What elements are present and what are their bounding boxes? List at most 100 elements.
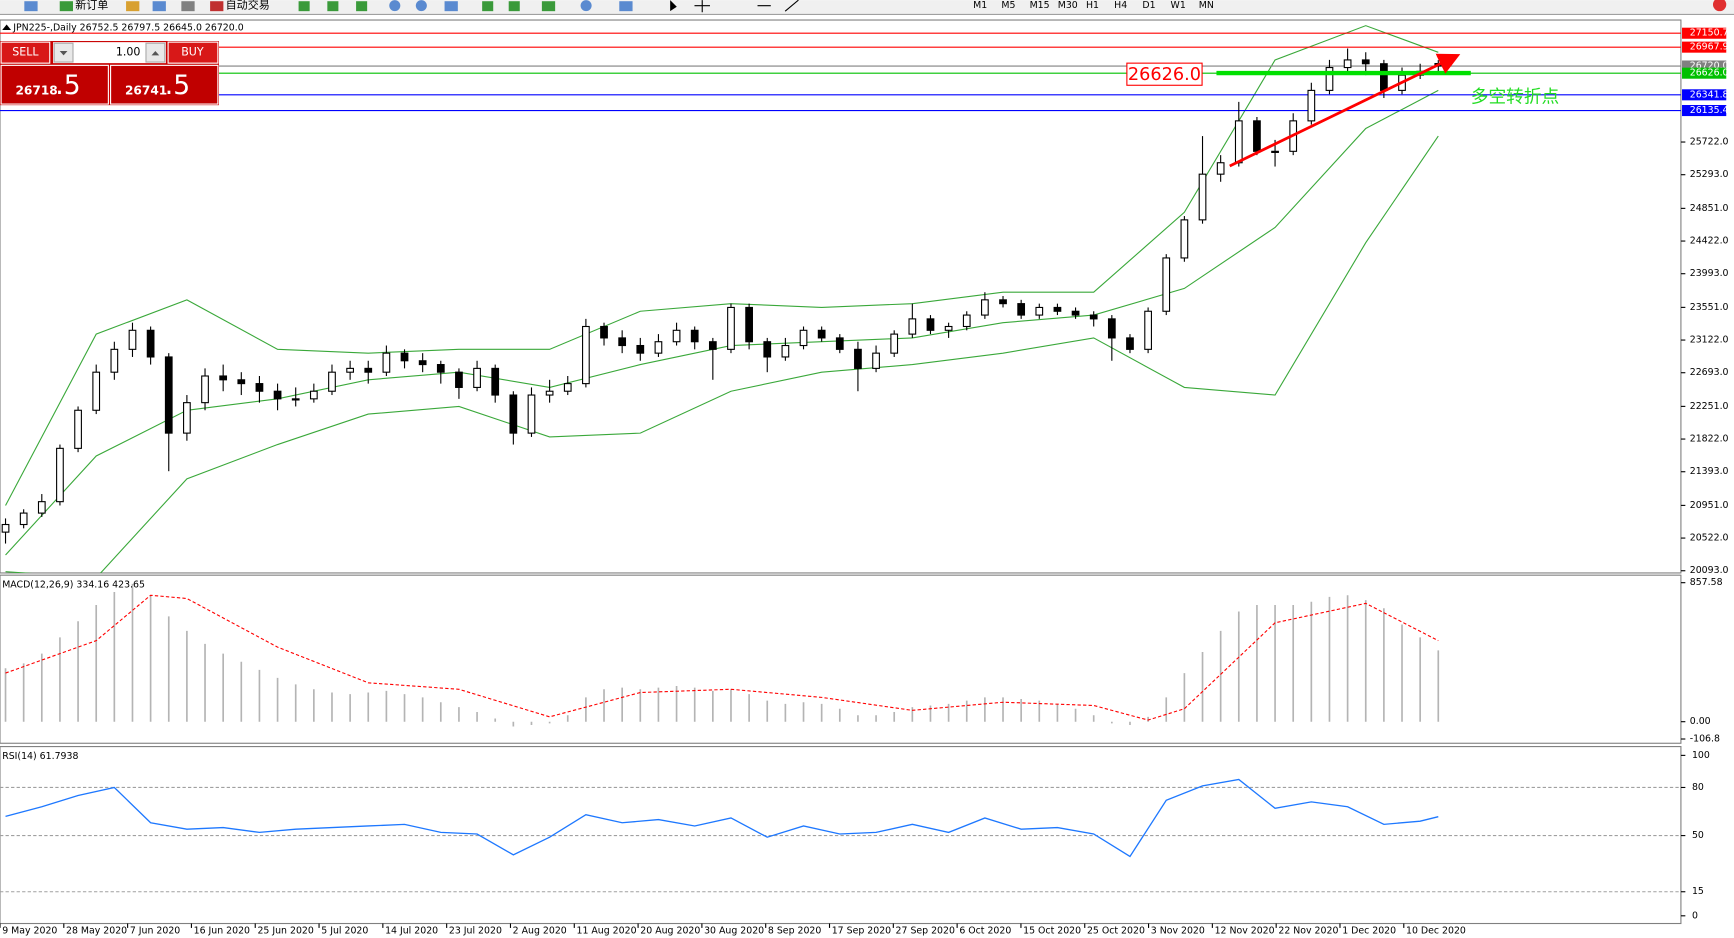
x-tick-label: 12 Nov 2020 xyxy=(1215,926,1275,937)
candle-body xyxy=(92,371,101,411)
candle-body xyxy=(672,329,681,343)
candle-body xyxy=(473,367,481,388)
macd-title: MACD(12,26,9) 334.16 423.65 xyxy=(2,580,145,591)
sell-price-box[interactable] xyxy=(0,64,109,105)
icon[interactable] xyxy=(152,1,166,12)
candle-body xyxy=(835,337,844,350)
x-tick-label: 17 Sep 2020 xyxy=(832,926,891,937)
price-line-tag xyxy=(1682,89,1727,101)
icon[interactable] xyxy=(580,0,592,12)
y-tick-label: 0.00 xyxy=(1690,716,1711,727)
icon[interactable] xyxy=(444,1,458,12)
x-tick-label: 11 Aug 2020 xyxy=(576,926,636,937)
icon[interactable] xyxy=(482,1,494,12)
candle-body xyxy=(237,379,246,385)
timeframe-button[interactable]: D1 xyxy=(1142,0,1155,11)
candle-body xyxy=(582,325,590,385)
x-tick-label: 7 Jun 2020 xyxy=(130,926,180,937)
x-tick-label: 2 Aug 2020 xyxy=(513,926,567,937)
candle-body xyxy=(309,390,318,400)
sell-label[interactable]: SELL xyxy=(12,46,39,59)
icon xyxy=(151,50,160,56)
timeframe-button[interactable]: M30 xyxy=(1058,0,1078,11)
buy-price-box[interactable] xyxy=(110,64,219,105)
candle-body xyxy=(745,306,753,343)
icon[interactable] xyxy=(126,1,140,12)
candle-body xyxy=(545,390,554,396)
candle-body xyxy=(854,348,862,369)
timeframe-button[interactable]: H4 xyxy=(1114,0,1127,11)
y-tick-label: 22693.0 xyxy=(1690,367,1729,378)
icon[interactable] xyxy=(210,1,224,12)
macd-plot xyxy=(4,583,1440,727)
price-line-tag xyxy=(1682,27,1727,39)
y-tick-label: 22251.0 xyxy=(1690,401,1729,412)
candle-body xyxy=(400,352,409,362)
icon[interactable] xyxy=(619,1,633,12)
icon[interactable] xyxy=(59,1,73,12)
icon[interactable] xyxy=(541,1,556,12)
buy-label[interactable]: BUY xyxy=(181,46,204,59)
candle-body xyxy=(436,364,445,373)
icon[interactable] xyxy=(181,1,195,12)
sell-pips: .5 xyxy=(55,70,80,101)
candle-body xyxy=(128,329,137,350)
toolbar-button[interactable]: 新订单 xyxy=(75,0,108,12)
price-line-tag xyxy=(1682,41,1727,53)
candle-body xyxy=(56,447,64,503)
x-tick-label: 30 Aug 2020 xyxy=(704,926,764,937)
candle-body xyxy=(1180,219,1189,259)
x-tick-label: 28 May 2020 xyxy=(66,926,127,937)
x-tick-label: 8 Sep 2020 xyxy=(768,926,821,937)
header-marker xyxy=(2,24,12,30)
volume-input[interactable] xyxy=(53,42,166,64)
toolbar xyxy=(0,0,1734,15)
icon[interactable] xyxy=(389,0,401,12)
price-line-label: 26967.9 xyxy=(1690,42,1729,53)
icon[interactable] xyxy=(298,1,310,12)
timeframe-button[interactable]: MN xyxy=(1199,0,1214,11)
timeframe-button[interactable]: M1 xyxy=(973,0,987,11)
candle-body xyxy=(1035,306,1044,316)
icon[interactable] xyxy=(508,1,520,12)
icon[interactable] xyxy=(415,0,427,12)
sell-button[interactable] xyxy=(0,41,51,64)
candle-body xyxy=(110,348,119,373)
candle-body xyxy=(146,329,155,358)
x-tick-label: 5 Jul 2020 xyxy=(321,926,368,937)
icon[interactable] xyxy=(694,0,710,13)
candle-body xyxy=(1325,66,1334,91)
icon[interactable] xyxy=(327,1,339,12)
candle-body xyxy=(1216,162,1225,175)
y-tick-label: 21393.0 xyxy=(1690,466,1729,477)
x-tick-label: 20 Aug 2020 xyxy=(640,926,700,937)
volume-value[interactable]: 1.00 xyxy=(116,46,141,59)
x-tick-label: 25 Jun 2020 xyxy=(257,926,313,937)
x-tick-label: 3 Nov 2020 xyxy=(1151,926,1205,937)
y-tick-label: 24422.0 xyxy=(1690,236,1729,247)
icon[interactable] xyxy=(24,1,38,12)
icon[interactable] xyxy=(757,0,799,12)
timeframe-button[interactable]: M15 xyxy=(1030,0,1050,11)
y-tick-label: 21822.0 xyxy=(1690,434,1729,445)
toolbar-button[interactable]: 自动交易 xyxy=(226,0,270,12)
icon xyxy=(59,50,68,56)
price-line-label: 26135.4 xyxy=(1690,105,1729,116)
candle-body xyxy=(727,306,735,350)
candle-body xyxy=(1053,306,1062,312)
buy-button[interactable] xyxy=(167,41,219,64)
timeframe-button[interactable]: M5 xyxy=(1001,0,1015,11)
icon[interactable] xyxy=(670,0,677,12)
candle-body xyxy=(799,329,808,347)
icon[interactable] xyxy=(356,1,368,12)
notification-icon[interactable] xyxy=(1712,0,1727,12)
main-panel xyxy=(0,19,1682,574)
candle-body xyxy=(618,337,627,347)
candle-body xyxy=(418,360,427,366)
timeframe-button[interactable]: H1 xyxy=(1086,0,1099,11)
x-tick-label: 1 Dec 2020 xyxy=(1342,926,1396,937)
candle-body xyxy=(1089,314,1098,320)
timeframe-button[interactable]: W1 xyxy=(1171,0,1186,11)
candle-body xyxy=(890,333,899,354)
candle-body xyxy=(183,402,191,434)
